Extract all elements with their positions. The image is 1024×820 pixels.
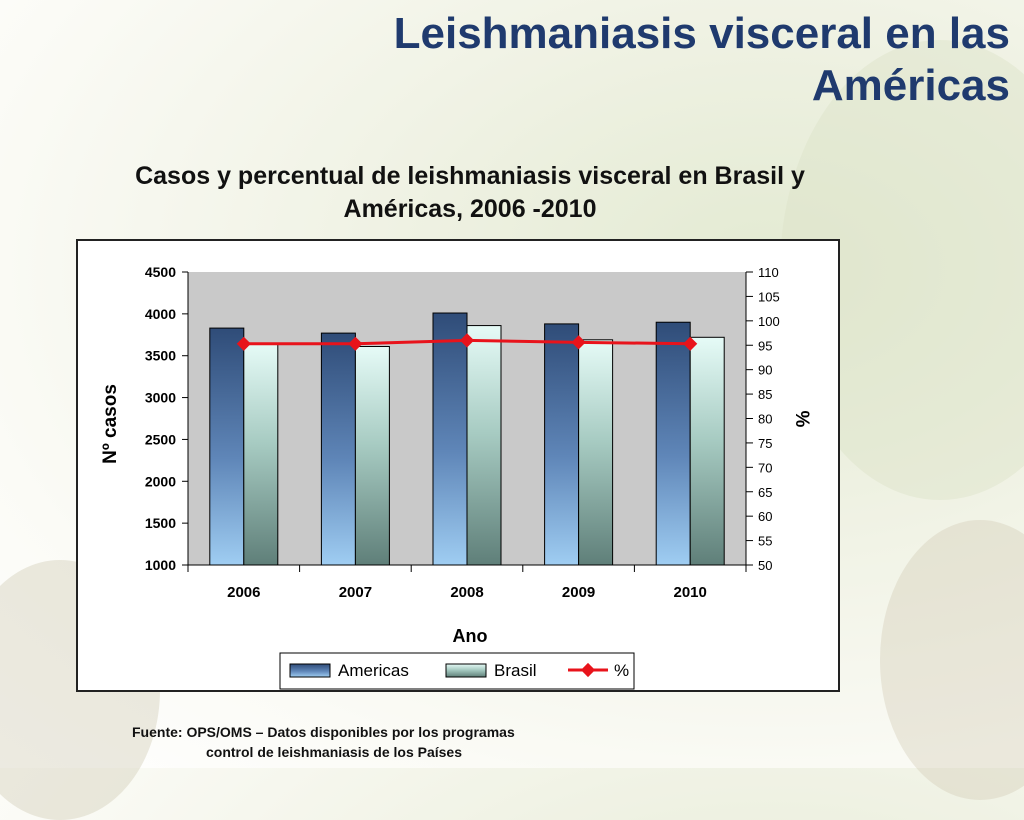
y2-tick-label-85: 85 (758, 387, 772, 402)
percent-point-2007 (348, 336, 363, 351)
y-tick-label-1000: 1000 (145, 557, 176, 573)
y2-tick-label-110: 110 (758, 265, 779, 280)
legend-marker-percent (580, 662, 596, 678)
slide-title: Leishmaniasis visceral en las Américas (290, 8, 1010, 112)
y2-axis-label: % (791, 411, 812, 428)
source-line2: control de leishmaniasis de los Países (206, 744, 462, 760)
y2-tick-label-70: 70 (758, 460, 772, 475)
percent-point-2006 (236, 336, 251, 351)
percent-point-2008 (459, 333, 475, 348)
bar-americas-2008 (432, 312, 468, 566)
source-note: Fuente: OPS/OMS – Datos disponibles por … (132, 722, 572, 762)
legend-label-percent: % (614, 661, 629, 680)
slide-title-line2: Américas (811, 61, 1010, 110)
legend-label-americas: Americas (338, 661, 409, 680)
chart-frame: 2006 2007 2008 2009 2010 1000 1500 2000 2500 3000… (76, 239, 840, 692)
y2-tick-label-55: 55 (758, 534, 772, 549)
bar-americas-2009 (544, 323, 580, 566)
y-axis-label: Nº casos (100, 384, 121, 464)
y2-tick-label-100: 100 (758, 314, 780, 329)
percent-point-2010 (683, 336, 698, 351)
y2-tick-label-50: 50 (758, 558, 772, 573)
chart-title: Casos y percentual de leishmaniasis visc… (60, 160, 880, 226)
y2-tick-label-105: 105 (758, 289, 780, 304)
legend: Americas Brasil % (279, 652, 635, 690)
bar-brasil-2006 (243, 342, 279, 566)
bar-brasil-2008 (466, 325, 502, 566)
source-line1: Fuente: OPS/OMS – Datos disponibles por … (132, 724, 515, 740)
x-tick-label-2009: 2009 (562, 584, 595, 601)
legend-swatch-americas (289, 663, 331, 678)
y2-tick-label-65: 65 (758, 485, 772, 500)
y-tick-label-4000: 4000 (145, 306, 176, 322)
x-tick-label-2007: 2007 (339, 584, 372, 601)
chart-title-line1: Casos y percentual de leishmaniasis visc… (135, 162, 805, 190)
x-tick-label-2010: 2010 (674, 584, 707, 601)
y2-tick-label-60: 60 (758, 509, 772, 524)
background-photo-right (880, 520, 1024, 800)
y-tick-label-3000: 3000 (145, 390, 176, 406)
y2-tick-label-90: 90 (758, 363, 772, 378)
legend-swatch-brasil (445, 663, 487, 678)
y-tick-label-2500: 2500 (145, 431, 176, 447)
y2-tick-label-95: 95 (758, 338, 772, 353)
y-tick-label-4500: 4500 (145, 264, 176, 280)
y-tick-label-2000: 2000 (145, 473, 176, 489)
bar-americas-2006 (209, 327, 245, 566)
chart-title-line2: Américas, 2006 -2010 (343, 195, 597, 223)
legend-label-brasil: Brasil (494, 661, 537, 680)
x-tick-label-2008: 2008 (450, 584, 483, 601)
y2-tick-label-80: 80 (758, 412, 772, 427)
chart-svg: 2006 2007 2008 2009 2010 1000 1500 2000 2500 3000… (100, 264, 812, 690)
y-tick-label-3500: 3500 (145, 348, 176, 364)
bar-americas-2010 (655, 321, 691, 566)
bar-brasil-2007 (354, 346, 390, 566)
y2-tick-label-75: 75 (758, 436, 772, 451)
y-tick-label-1500: 1500 (145, 515, 176, 531)
x-axis-label: Ano (453, 626, 488, 646)
bar-brasil-2010 (689, 336, 725, 566)
x-tick-label-2006: 2006 (227, 584, 260, 601)
bar-brasil-2009 (578, 339, 614, 566)
bar-americas-2007 (320, 332, 356, 566)
slide-title-line1: Leishmaniasis visceral en las (393, 9, 1010, 58)
